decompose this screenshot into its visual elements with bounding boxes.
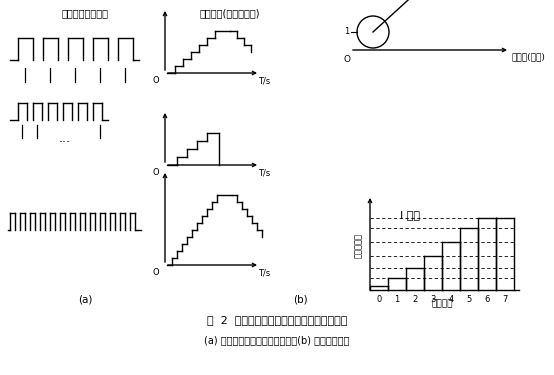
Text: O: O	[152, 168, 159, 177]
Text: O: O	[152, 268, 159, 277]
Text: 压力、流量: 压力、流量	[353, 232, 362, 258]
Text: T/s: T/s	[258, 168, 270, 177]
Text: 0: 0	[376, 295, 382, 304]
Text: 7: 7	[502, 295, 507, 304]
Text: 1: 1	[343, 27, 349, 36]
Text: 1: 1	[394, 295, 399, 304]
Text: 3: 3	[430, 295, 435, 304]
Text: I 放大: I 放大	[400, 210, 420, 220]
Text: 图  2  增量式数字阀的输入和输出信号波形图: 图 2 增量式数字阀的输入和输出信号波形图	[207, 315, 347, 325]
Text: 阀步数(位置): 阀步数(位置)	[512, 52, 546, 61]
Text: 2: 2	[412, 295, 418, 304]
Text: 5: 5	[466, 295, 471, 304]
Text: 液压输出(压力、流量): 液压输出(压力、流量)	[200, 8, 260, 18]
Text: (a) 脉冲速率与液压输出的关系；(b) 输入输出特性: (a) 脉冲速率与液压输出的关系；(b) 输入输出特性	[204, 335, 350, 345]
Text: 4: 4	[448, 295, 454, 304]
Text: 阀的步数: 阀的步数	[431, 300, 453, 309]
Text: 6: 6	[484, 295, 490, 304]
Text: O: O	[152, 76, 159, 85]
Text: T/s: T/s	[258, 76, 270, 85]
Text: ...: ...	[59, 132, 71, 144]
Text: (a): (a)	[78, 295, 92, 305]
Text: (b): (b)	[293, 295, 307, 305]
Text: T/s: T/s	[258, 268, 270, 277]
Text: O: O	[344, 55, 351, 64]
Text: 输入脉冲数和频率: 输入脉冲数和频率	[61, 8, 109, 18]
